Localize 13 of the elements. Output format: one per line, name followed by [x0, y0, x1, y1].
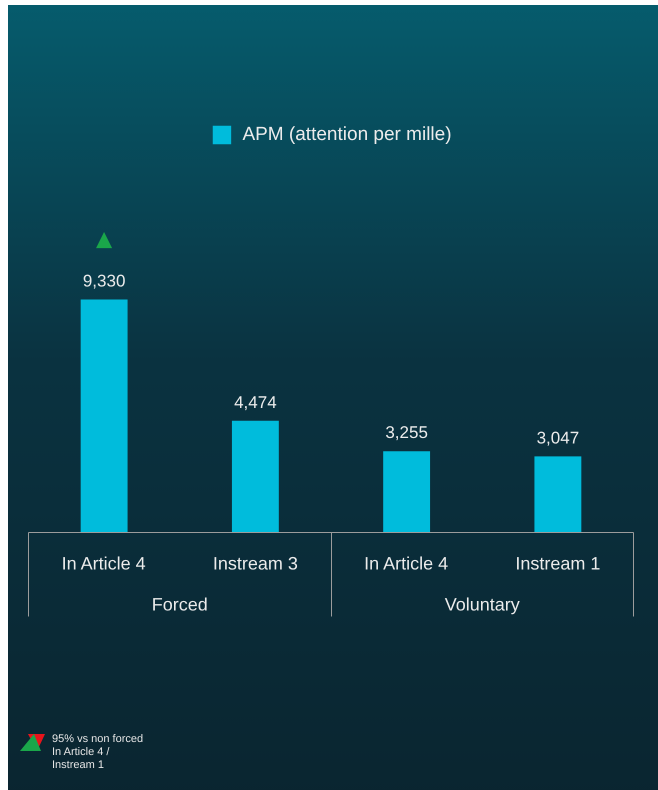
data-label: 3,255: [385, 423, 428, 442]
data-label: 9,330: [82, 272, 126, 290]
text: Voluntary: [444, 594, 520, 614]
x-tick-label: In Article 4: [62, 554, 146, 574]
x-tick-label: In Article 4: [364, 554, 448, 574]
data-label: 3,047: [536, 428, 580, 448]
text: 95% vs non forced In Article 4 / Instream 1: [52, 733, 144, 772]
annotation: ▲: [96, 226, 114, 250]
x-tick-label: Instream 3: [212, 554, 298, 574]
text: Forced: [152, 594, 208, 614]
legend-label: APM (attention per mille): [242, 124, 452, 146]
x-tick-label: Instream 1: [515, 554, 600, 574]
data-label: 4,474: [234, 392, 277, 412]
